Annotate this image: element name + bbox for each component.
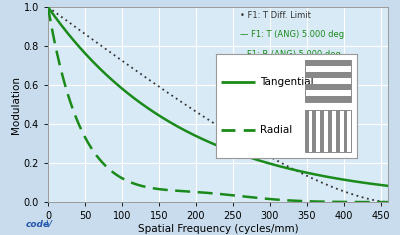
- Y-axis label: Modulation: Modulation: [11, 76, 21, 133]
- Text: — F1: T (ANG) 5.000 deg: — F1: T (ANG) 5.000 deg: [240, 31, 344, 39]
- Text: – F1: R (ANG) 5.000 deg: – F1: R (ANG) 5.000 deg: [240, 50, 341, 59]
- Text: code: code: [26, 220, 50, 229]
- Bar: [305, 72, 351, 78]
- Bar: [305, 84, 351, 90]
- Text: Tangential: Tangential: [260, 77, 313, 87]
- Text: Radial: Radial: [260, 125, 292, 135]
- Bar: [320, 110, 324, 152]
- Bar: [328, 110, 332, 152]
- Bar: [344, 110, 347, 152]
- Bar: [305, 60, 351, 102]
- Bar: [305, 60, 351, 66]
- Bar: [336, 110, 340, 152]
- X-axis label: Spatial Frequency (cycles/mm): Spatial Frequency (cycles/mm): [138, 224, 298, 234]
- Bar: [305, 110, 308, 152]
- Text: V: V: [45, 220, 51, 229]
- Bar: [305, 96, 351, 102]
- Bar: [305, 110, 351, 152]
- Text: • F1: T Diff. Limit: • F1: T Diff. Limit: [240, 11, 311, 20]
- Bar: [312, 110, 316, 152]
